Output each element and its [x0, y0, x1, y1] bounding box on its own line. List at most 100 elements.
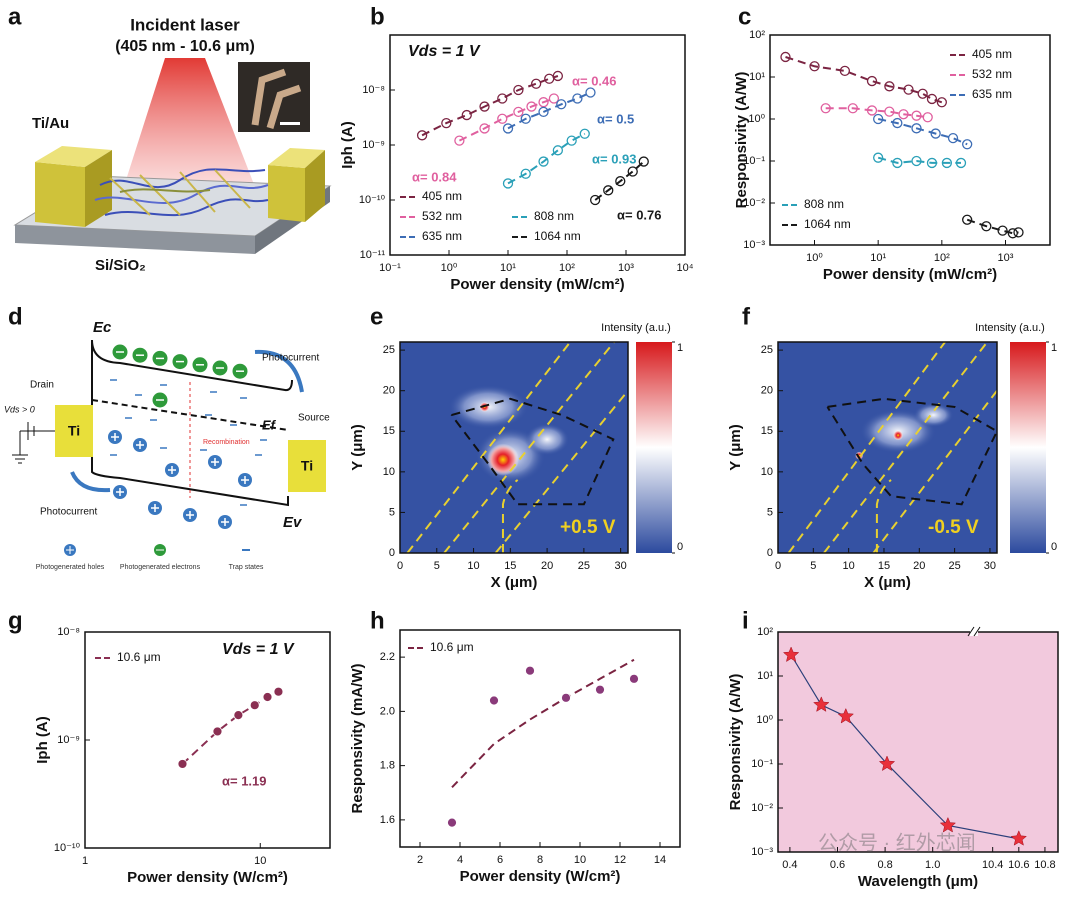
substrate-label: Si/SiO₂ [95, 257, 146, 274]
data-point [603, 185, 614, 196]
data-point [447, 817, 457, 828]
data-point [962, 214, 973, 225]
data-point [884, 106, 895, 117]
data-point [544, 73, 555, 84]
data-point [917, 88, 928, 99]
y-tick-label: 10⁻⁹ [362, 139, 385, 151]
device-schematic-part-part [94, 184, 269, 204]
colorbar-tick-label: 1 [677, 342, 683, 354]
y-tick-label: 10⁻² [743, 197, 765, 209]
hole-sign [241, 476, 249, 484]
data-point [922, 112, 933, 123]
data-point [502, 123, 514, 134]
data-point [820, 103, 831, 114]
x-tick-label: 30 [615, 560, 627, 572]
data-point [525, 665, 535, 676]
x-axis-label: Power density (mW/cm²) [823, 266, 997, 283]
x-tick-label: 5 [810, 560, 816, 572]
annotation: Vds = 1 V [408, 43, 481, 60]
data-point [1010, 830, 1028, 846]
annotation: α= 0.46 [572, 73, 617, 88]
x-tick-label: 5 [434, 560, 440, 572]
laser-range: (405 nm - 10.6 μm) [115, 38, 255, 55]
legend-label: 405 nm [422, 189, 462, 203]
data-point [249, 700, 260, 711]
data-point [903, 84, 914, 95]
data-point [548, 93, 560, 104]
y-tick-label: 0 [389, 547, 395, 559]
device-schematic-part [85, 150, 112, 227]
legend-label: 808 nm [804, 197, 844, 211]
data-point [866, 105, 878, 116]
x-tick-label: 8 [537, 854, 543, 866]
data-point [520, 113, 531, 124]
y-tick-label: 20 [761, 385, 773, 397]
data-point [615, 176, 626, 187]
data-point [1007, 228, 1018, 239]
data-point [416, 130, 428, 141]
x-tick-label: 20 [541, 560, 553, 572]
data-point [638, 156, 649, 167]
flake-outline [826, 397, 997, 506]
x-axis-label: Wavelength (μm) [858, 873, 978, 890]
colorbar [636, 342, 672, 553]
x-tick-label: 15 [878, 560, 890, 572]
annotation: α= 0.5 [597, 111, 634, 126]
device-schematic-part [305, 150, 325, 222]
data-point [955, 157, 967, 169]
y-axis-label: Y (μm) [349, 424, 366, 470]
electrode-edge [787, 342, 947, 553]
heatmap-layer [400, 342, 628, 553]
band-diagram-part [91, 340, 289, 507]
x-tick-label: 25 [948, 560, 960, 572]
legend-label: 635 nm [972, 87, 1012, 101]
band-diagram-part [70, 471, 111, 493]
data-point [939, 816, 957, 833]
ti-label: Ti [68, 423, 80, 439]
ev-label: Ev [283, 514, 303, 531]
y-tick-label: 10⁻² [751, 802, 773, 814]
data-point [579, 128, 590, 139]
band-diagram-part [288, 440, 326, 492]
series-line [451, 658, 635, 788]
data-point [947, 132, 959, 144]
x-tick-label: 0.6 [830, 859, 845, 871]
data-point [866, 75, 878, 87]
device-schematic-part [35, 146, 112, 167]
device-schematic-part-part [119, 188, 211, 193]
y-tick-label: 10⁻⁸ [57, 626, 80, 638]
plot-frame [777, 341, 998, 554]
x-tick-label: 10⁴ [677, 262, 694, 274]
x-tick-label: 10⁰ [806, 252, 823, 264]
data-point [847, 103, 858, 114]
x-tick-label: 1.0 [925, 859, 940, 871]
data-point [552, 70, 564, 82]
device-schematic-part [280, 122, 300, 125]
y-tick-label: 25 [383, 344, 395, 356]
data-point [911, 123, 922, 134]
legend-label: Photogenerated electrons [120, 564, 201, 571]
data-point [566, 135, 577, 146]
x-axis-label: Power density (W/cm²) [127, 869, 288, 886]
legend-label: 532 nm [422, 209, 462, 223]
data-point [926, 93, 938, 105]
axis-break [967, 626, 981, 637]
y-tick-label: 20 [383, 385, 395, 397]
device-schematic-part [268, 148, 325, 168]
data-point [489, 695, 499, 706]
y-axis-label: Iph (A) [339, 121, 356, 168]
data-point [233, 710, 244, 721]
band-diagram-part [12, 422, 55, 464]
legend-label: Trap states [229, 564, 264, 571]
device-schematic-part-part [104, 198, 269, 217]
y-tick-label: 10⁻¹⁰ [359, 194, 386, 206]
x-tick-label: 10.4 [982, 859, 1003, 871]
colorbar-label: Intensity (a.u.) [601, 322, 671, 334]
x-tick-label: 0 [775, 560, 781, 572]
data-point [936, 97, 947, 108]
hot-spot [893, 430, 904, 441]
data-point [1013, 227, 1024, 238]
y-axis-label: Responsivity (A/W) [727, 674, 744, 811]
y-tick-label: 10⁻¹ [743, 155, 765, 167]
